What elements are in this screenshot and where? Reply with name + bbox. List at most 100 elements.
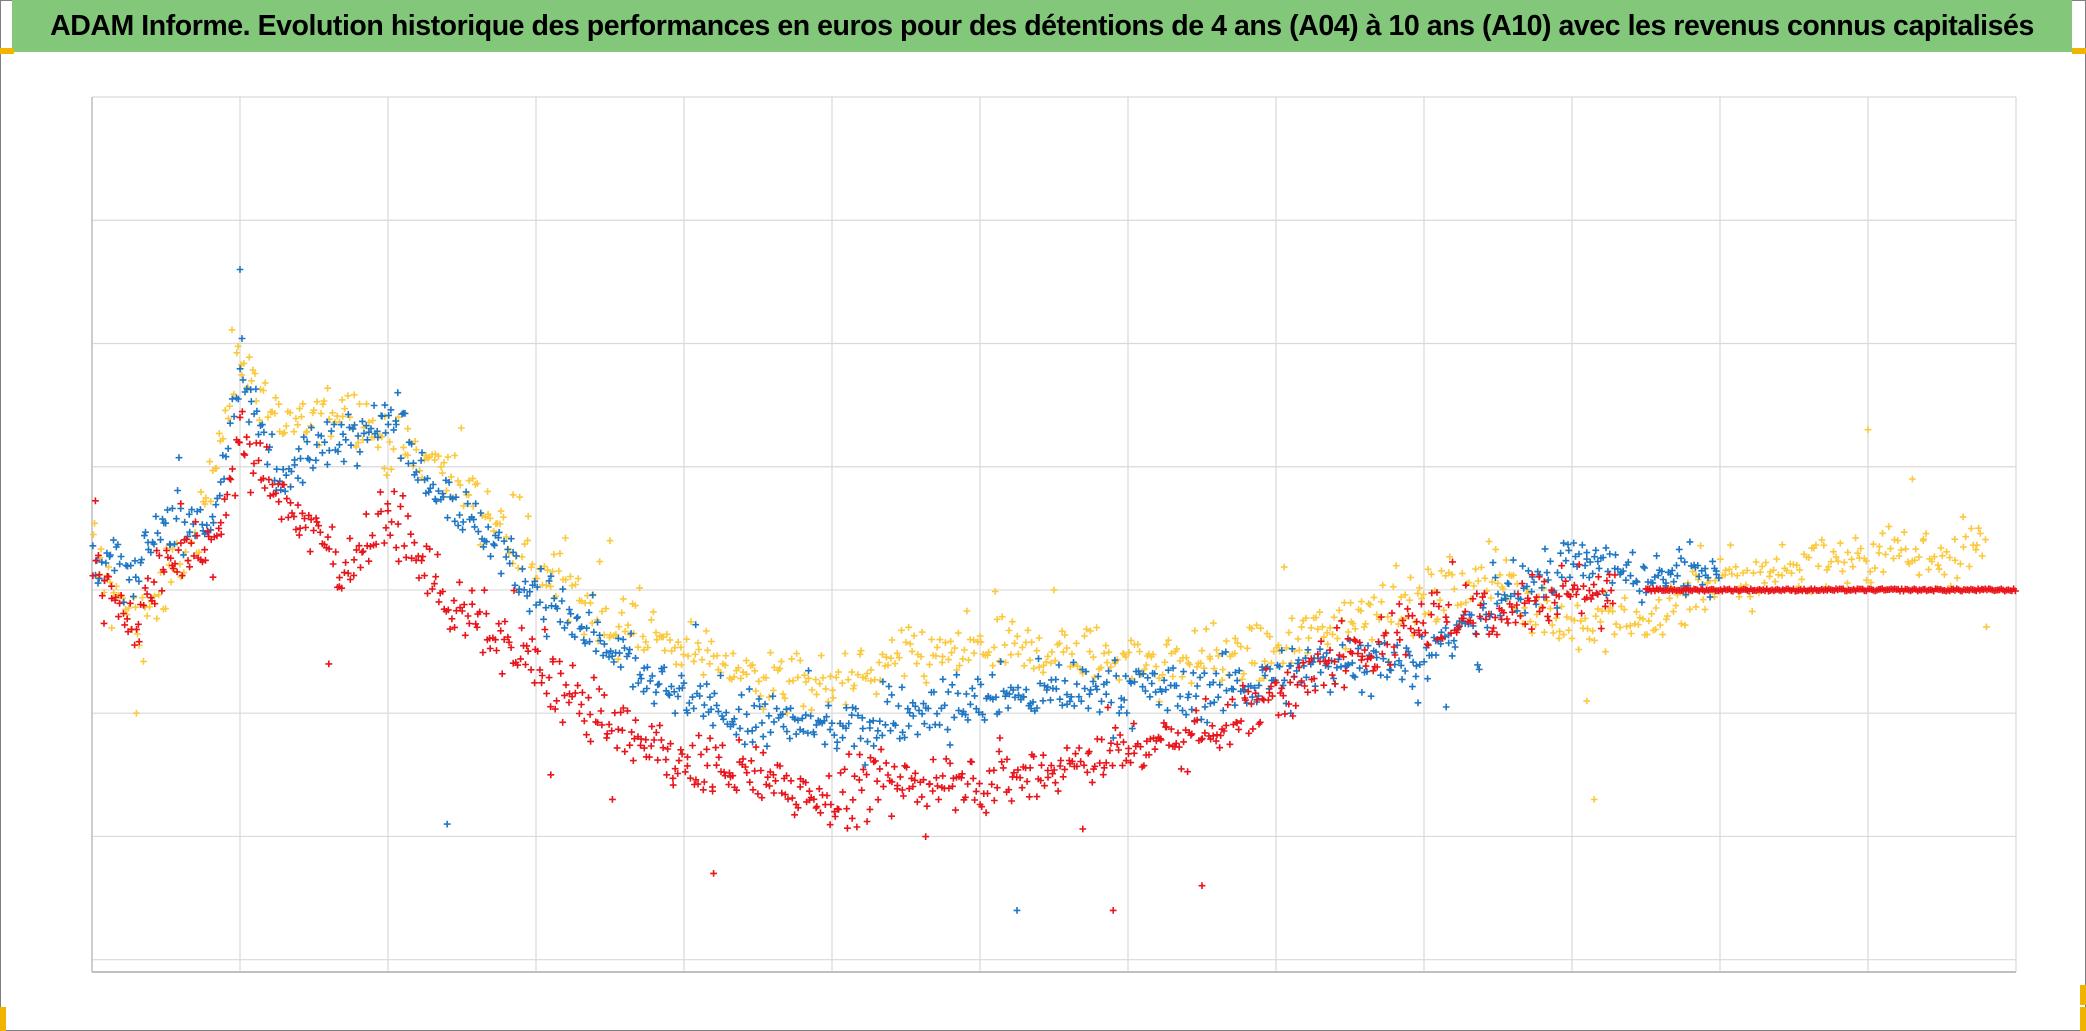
- data-point: [911, 776, 919, 784]
- data-point: [984, 790, 991, 797]
- data-point: [701, 701, 708, 709]
- data-point: [819, 674, 827, 682]
- data-point: [791, 715, 799, 723]
- data-point: [359, 547, 367, 555]
- data-point: [1488, 628, 1496, 635]
- data-point: [614, 655, 622, 663]
- data-point: [544, 566, 551, 574]
- data-point: [596, 637, 604, 645]
- data-point: [1209, 679, 1217, 686]
- data-point: [951, 644, 959, 652]
- data-point: [288, 509, 296, 517]
- data-point: [1152, 688, 1160, 696]
- data-point: [1699, 596, 1707, 603]
- data-point: [687, 774, 694, 782]
- data-point: [100, 620, 108, 627]
- data-point: [640, 744, 648, 752]
- data-point: [787, 704, 794, 712]
- data-point: [856, 650, 864, 658]
- data-point: [188, 506, 196, 513]
- data-point: [1876, 543, 1883, 550]
- data-point: [158, 587, 166, 595]
- data-point: [1403, 644, 1410, 652]
- data-point: [1304, 688, 1312, 696]
- data-point: [256, 439, 264, 447]
- data-point: [1226, 671, 1233, 679]
- data-point: [1222, 722, 1230, 729]
- data-point: [1090, 653, 1097, 661]
- data-point: [1643, 631, 1651, 638]
- data-point: [971, 692, 978, 700]
- data-point: [1752, 558, 1760, 566]
- data-point: [470, 516, 477, 523]
- data-point: [1285, 700, 1293, 708]
- data-point: [1586, 635, 1593, 643]
- data-point: [1288, 645, 1296, 653]
- data-point: [151, 592, 158, 600]
- data-point: [346, 424, 353, 431]
- data-point: [1867, 579, 1875, 586]
- data-point: [342, 436, 350, 444]
- data-point: [1220, 727, 1228, 735]
- data-point: [356, 400, 363, 408]
- data-point: [643, 685, 651, 692]
- data-point: [904, 705, 912, 713]
- data-point: [1962, 533, 1970, 541]
- data-point: [619, 704, 627, 712]
- data-point: [1862, 557, 1870, 565]
- data-point: [408, 440, 415, 448]
- data-point: [838, 679, 846, 687]
- data-point: [1478, 564, 1485, 571]
- data-point: [281, 487, 289, 495]
- data-point: [590, 628, 598, 636]
- data-point: [1432, 651, 1440, 659]
- data-point: [810, 731, 818, 738]
- data-point: [1528, 571, 1536, 579]
- data-point: [350, 556, 358, 564]
- data-point: [1416, 661, 1424, 668]
- data-point: [616, 649, 623, 657]
- data-point: [1098, 736, 1106, 743]
- data-point: [908, 648, 916, 655]
- data-point: [296, 524, 304, 532]
- data-point: [1788, 569, 1795, 577]
- data-point: [1179, 707, 1186, 714]
- data-point: [1038, 761, 1045, 769]
- data-point: [377, 488, 384, 496]
- data-point: [521, 578, 529, 585]
- data-point: [328, 427, 335, 435]
- data-point: [1412, 673, 1420, 680]
- data-point: [835, 668, 842, 676]
- data-point: [709, 722, 717, 729]
- data-point: [350, 572, 358, 579]
- data-point: [619, 595, 627, 603]
- data-point: [449, 495, 456, 503]
- data-point: [888, 812, 895, 820]
- data-point: [1379, 581, 1387, 589]
- data-point: [1165, 636, 1172, 644]
- data-point: [528, 635, 536, 643]
- data-point: [399, 492, 407, 500]
- data-point: [1645, 617, 1653, 625]
- data-point: [135, 620, 142, 628]
- data-point: [1959, 513, 1967, 521]
- data-point: [219, 452, 227, 459]
- data-point: [1276, 663, 1283, 671]
- data-point: [2012, 587, 2019, 595]
- data-point: [1778, 572, 1786, 579]
- data-point: [854, 712, 862, 719]
- data-point: [833, 745, 841, 752]
- data-point: [323, 418, 331, 426]
- data-point: [736, 725, 744, 732]
- data-point: [828, 719, 836, 727]
- data-point: [1603, 577, 1611, 585]
- data-point: [813, 803, 821, 810]
- data-point: [992, 693, 1000, 701]
- data-point: [392, 421, 400, 428]
- data-point: [1115, 709, 1123, 717]
- data-point: [219, 435, 227, 443]
- data-point: [1295, 656, 1302, 664]
- data-point: [571, 689, 579, 697]
- data-point: [380, 539, 388, 547]
- data-point: [869, 717, 877, 725]
